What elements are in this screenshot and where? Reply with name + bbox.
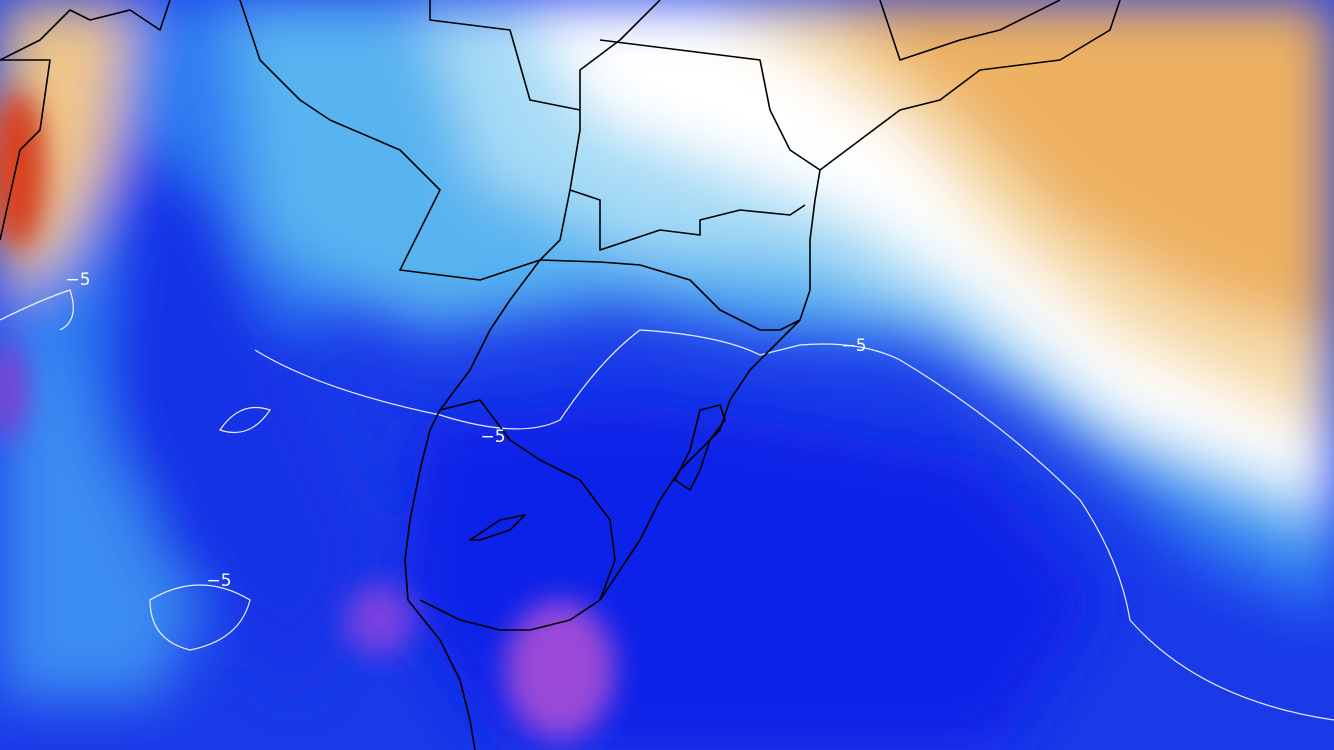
contour-lines <box>0 289 1334 721</box>
contour-label: −5 <box>65 270 90 290</box>
contour-label: −5 <box>206 571 231 591</box>
contour-label: −5 <box>841 336 866 356</box>
borders <box>0 0 1121 750</box>
contour-label: −5 <box>480 427 505 447</box>
